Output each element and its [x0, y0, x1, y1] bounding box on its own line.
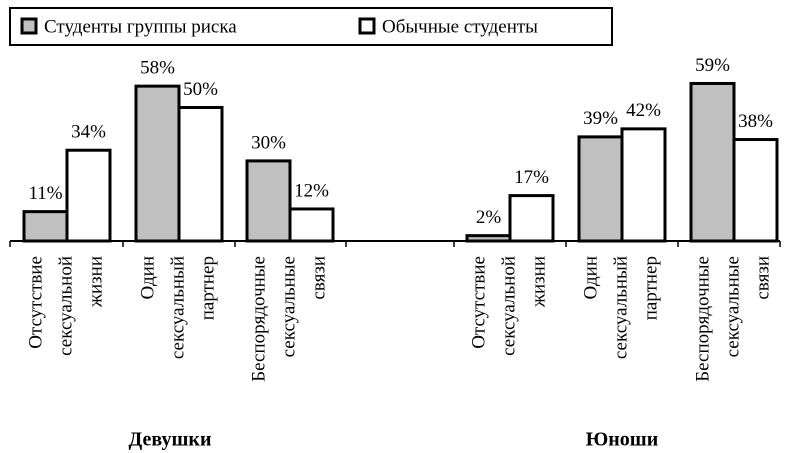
x-tick-label: сексуальные [722, 256, 743, 357]
x-tick-label: Беспорядочные [692, 256, 713, 382]
bar [689, 81, 736, 243]
x-tick-label: жизни [528, 256, 549, 308]
x-tick-label: сексуальный [610, 256, 631, 359]
x-tick-label: сексуальный [167, 256, 188, 359]
bar [577, 135, 624, 243]
bar [245, 159, 292, 243]
bar [288, 207, 335, 243]
bar [620, 127, 667, 243]
data-label: 2% [476, 207, 502, 228]
bar [177, 106, 224, 243]
group-label: Девушки [129, 429, 212, 451]
data-label: 17% [514, 167, 549, 188]
x-tick-label: Отсутствие [468, 256, 489, 349]
bar [732, 138, 779, 243]
data-label: 58% [140, 57, 175, 78]
legend [9, 7, 613, 46]
x-tick-label: сексуальной [498, 256, 519, 356]
group-label: Юноши [586, 429, 658, 451]
x-tick-label: сексуальные [278, 256, 299, 357]
data-label: 38% [738, 111, 773, 132]
legend-label: Обычные студенты [382, 16, 538, 37]
bar [508, 194, 555, 243]
bar [134, 84, 181, 243]
x-tick-label: Один [580, 256, 601, 299]
legend-swatch [20, 17, 38, 35]
bar [465, 234, 512, 243]
x-tick-label: партнер [197, 256, 218, 320]
legend-label: Студенты группы риска [44, 16, 237, 37]
data-label: 12% [294, 180, 329, 201]
x-tick-label: Один [137, 256, 158, 299]
data-label: 11% [28, 183, 62, 204]
data-label: 59% [695, 55, 730, 76]
data-label: 50% [183, 79, 218, 100]
x-tick-label: сексуальной [55, 256, 76, 356]
data-label: 30% [251, 132, 286, 153]
x-tick-label: Беспорядочные [248, 256, 269, 382]
data-label: 42% [626, 100, 661, 121]
x-tick-label: жизни [85, 256, 106, 308]
legend-swatch [358, 17, 376, 35]
data-label: 34% [71, 122, 106, 143]
x-tick-label: связи [752, 256, 773, 300]
bar [65, 148, 112, 243]
x-tick-label: связи [308, 256, 329, 300]
data-label: 39% [583, 108, 618, 129]
bar [22, 210, 69, 243]
x-tick-label: партнер [640, 256, 661, 320]
x-tick-label: Отсутствие [25, 256, 46, 349]
